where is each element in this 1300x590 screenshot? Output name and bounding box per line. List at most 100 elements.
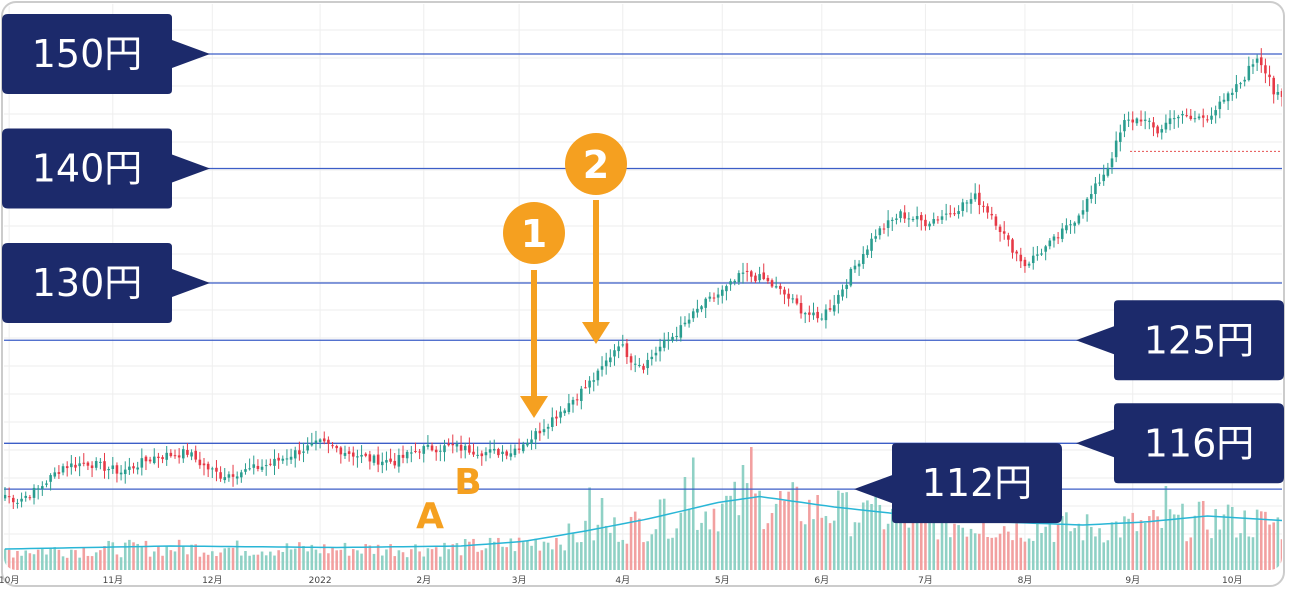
candle-body — [1276, 91, 1280, 95]
candle — [729, 278, 732, 291]
candle-body — [932, 219, 936, 224]
volume-bar — [1251, 537, 1255, 570]
candle-body — [1226, 93, 1230, 102]
volume-bar — [1048, 510, 1052, 570]
candle — [679, 316, 683, 342]
marker-2: 2 — [565, 133, 627, 344]
volume-bar — [633, 511, 637, 570]
marker-a: A — [416, 496, 444, 537]
volume-bar — [318, 553, 322, 570]
candle — [389, 448, 392, 464]
candle — [534, 428, 537, 450]
volume-bar — [646, 541, 649, 570]
volume-bar — [264, 555, 268, 570]
volume-bar — [816, 495, 819, 570]
candle — [53, 467, 57, 479]
candle-body — [103, 461, 106, 471]
volume-bar — [260, 551, 264, 570]
volume-bar — [273, 555, 276, 570]
candle — [907, 212, 911, 228]
candle-body — [546, 426, 550, 429]
price-label-text: 130円 — [32, 261, 143, 305]
volume-bar — [1040, 532, 1043, 570]
candle-body — [1210, 115, 1213, 120]
candle — [517, 438, 521, 454]
candle-body — [903, 212, 906, 219]
x-tick-label: 11月 — [103, 575, 123, 586]
candle — [629, 353, 633, 371]
candle-body — [1243, 79, 1246, 82]
candle-body — [1168, 118, 1172, 125]
grid-layer — [4, 4, 1282, 570]
candle — [364, 452, 367, 458]
candle-body — [584, 387, 587, 389]
candle — [857, 260, 861, 276]
candle-body — [1044, 246, 1047, 252]
candle — [1069, 219, 1072, 234]
candle — [36, 485, 40, 500]
volume-bar — [613, 517, 616, 570]
volume-bar — [1272, 522, 1275, 570]
volume-bar — [1160, 527, 1164, 570]
volume-bar — [600, 498, 604, 570]
candle — [526, 438, 529, 448]
candle-body — [886, 220, 890, 228]
candle-body — [289, 456, 293, 460]
candle-body — [252, 464, 256, 468]
candle-body — [1239, 83, 1242, 85]
candle — [559, 406, 562, 424]
candle — [360, 445, 363, 464]
candle — [1123, 113, 1126, 138]
volume-bar — [795, 486, 799, 570]
candle — [716, 287, 720, 305]
candle-body — [513, 448, 517, 455]
candle-body — [658, 346, 662, 352]
candle — [103, 452, 106, 479]
candle — [795, 294, 799, 306]
candle — [870, 233, 873, 259]
candle — [140, 448, 144, 476]
candle — [1193, 110, 1197, 123]
candle-body — [758, 274, 761, 281]
candle-body — [638, 364, 641, 366]
candle — [447, 438, 450, 447]
volume-bar — [293, 548, 297, 570]
volume-bar — [642, 542, 645, 570]
candle — [1098, 173, 1101, 187]
volume-bar — [202, 552, 206, 570]
candle — [505, 449, 508, 460]
marker-2-text: 2 — [583, 143, 609, 187]
volume-bar — [687, 508, 691, 570]
volume-bar — [521, 542, 525, 570]
candle — [733, 279, 736, 286]
volume-bar — [45, 554, 48, 570]
volume-bar — [625, 543, 629, 570]
candle — [1214, 105, 1217, 124]
candle-body — [683, 322, 687, 325]
candle-body — [700, 306, 703, 310]
candle — [820, 313, 824, 321]
candle-body — [1123, 120, 1126, 132]
volume-bar — [1127, 518, 1130, 570]
volume-bar — [530, 545, 533, 570]
volume-bar — [1135, 531, 1139, 570]
volume-bar — [140, 547, 144, 570]
price-label-116: 116円 — [1076, 403, 1284, 484]
candle — [1152, 116, 1155, 137]
candle-body — [227, 474, 231, 478]
candle-body — [20, 498, 23, 502]
volume-bar — [629, 516, 633, 570]
candle — [824, 304, 828, 329]
volume-bar — [1089, 526, 1093, 570]
volume-bar — [376, 544, 380, 570]
candle-body — [1193, 118, 1197, 120]
candle — [4, 487, 7, 501]
candle — [928, 221, 931, 231]
candle-body — [870, 238, 873, 251]
candle-body — [107, 469, 110, 471]
candle — [327, 436, 330, 454]
volume-bar — [895, 515, 898, 570]
candle-body — [1119, 132, 1122, 142]
candle — [1280, 88, 1282, 107]
